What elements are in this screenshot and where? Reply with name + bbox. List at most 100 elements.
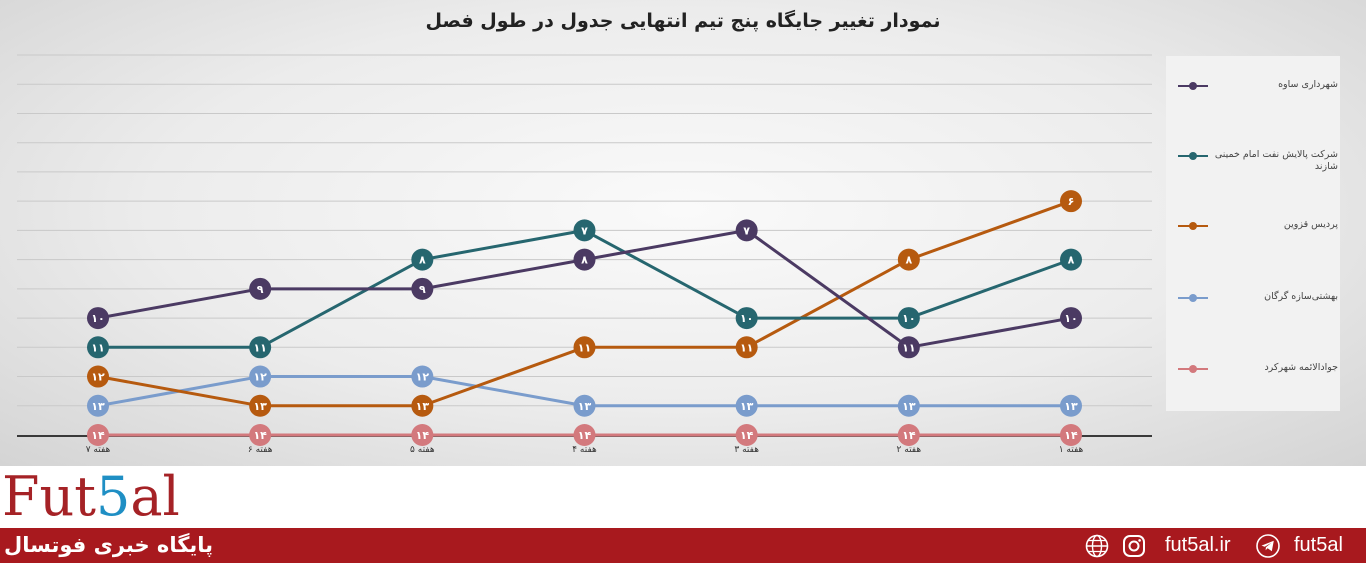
data-label: ۱۳ [1064, 400, 1078, 413]
data-label: ۸ [581, 254, 588, 267]
legend-swatch [1178, 365, 1208, 373]
legend-label: پردیس قزوین [1283, 219, 1338, 230]
data-point [249, 277, 272, 300]
data-point [249, 424, 272, 446]
data-point [249, 365, 272, 388]
legend-swatch [1178, 294, 1208, 302]
x-tick-label: هفته ۴ [572, 445, 597, 455]
data-label: ۱۳ [253, 400, 267, 413]
data-label: ۱۳ [91, 400, 105, 413]
telegram-handle[interactable]: fut5al [1294, 534, 1343, 556]
data-point [411, 424, 434, 446]
data-label: ۱۴ [1064, 429, 1078, 442]
legend-swatch [1178, 82, 1208, 90]
data-point [1060, 190, 1082, 213]
x-tick-label: هفته ۶ [248, 445, 273, 455]
globe-icon[interactable] [1085, 534, 1109, 558]
legend-swatch [1178, 222, 1208, 230]
data-point [249, 394, 272, 417]
data-label: ۱۴ [253, 429, 267, 442]
x-tick-label: هفته ۳ [734, 445, 759, 455]
data-point [573, 424, 596, 446]
data-label: ۱۲ [253, 371, 267, 384]
chart-legend: شهرداری ساوه شرکت پالایش نفت امام خمینی ش… [1166, 56, 1340, 411]
data-label: ۷ [581, 224, 588, 237]
data-label: ۱۰ [902, 312, 915, 325]
data-label: ۱۲ [91, 371, 105, 384]
telegram-icon[interactable] [1256, 534, 1280, 558]
data-label: ۱۴ [416, 429, 430, 442]
data-label: ۱۱ [253, 341, 266, 354]
line-chart: هفته ۷ هفته ۶ هفته ۵ هفته ۴ هفته ۳ هفته ۲ هفته… [17, 54, 1152, 455]
data-label: ۱۱ [902, 341, 915, 354]
data-label: ۱۱ [578, 341, 591, 354]
legend-swatch [1178, 152, 1208, 160]
legend-label: شهرداری ساوه [1278, 79, 1338, 90]
website-link[interactable]: fut5al.ir [1165, 534, 1231, 556]
data-point [87, 336, 109, 359]
data-label: ۱۴ [902, 429, 916, 442]
data-point [87, 365, 109, 388]
data-label: ۱۱ [740, 341, 753, 354]
legend-item: شرکت پالایش نفت امام خمینی شازند [1178, 149, 1338, 189]
data-label: ۱۱ [91, 341, 104, 354]
data-point [573, 336, 596, 359]
data-label: ۸ [1068, 254, 1075, 267]
data-label: ۱۰ [91, 312, 104, 325]
x-tick-label: هفته ۱ [1059, 445, 1084, 455]
data-label: ۱۰ [740, 312, 753, 325]
data-point [249, 336, 272, 359]
legend-label: بهشتی‌سازه گرگان [1264, 291, 1338, 302]
data-point [411, 277, 434, 300]
data-point [573, 219, 596, 242]
instagram-icon[interactable] [1122, 534, 1146, 558]
legend-item: بهشتی‌سازه گرگان [1178, 291, 1338, 331]
data-point [897, 307, 920, 330]
chart-title: نمودار تغییر جایگاه پنج تیم انتهایی جدول… [425, 10, 941, 32]
data-point [897, 394, 920, 417]
legend-label: شرکت پالایش نفت امام خمینی شازند [1214, 149, 1338, 172]
data-label: ۱۳ [740, 400, 754, 413]
x-tick-label: هفته ۲ [897, 445, 922, 455]
data-point [897, 336, 920, 359]
data-point [573, 248, 596, 271]
data-point [87, 394, 109, 417]
data-point [1060, 424, 1082, 446]
data-label: ۱۳ [416, 400, 430, 413]
data-label: ۱۲ [416, 371, 430, 384]
data-point [897, 248, 920, 271]
data-point [897, 424, 920, 446]
data-point [411, 394, 434, 417]
chart-area: نمودار تغییر جایگاه پنج تیم انتهایی جدول… [0, 0, 1366, 466]
x-tick-label: هفته ۷ [86, 445, 111, 455]
legend-item: پردیس قزوین [1178, 219, 1338, 259]
data-point [411, 365, 434, 388]
data-label: ۷ [743, 224, 750, 237]
x-tick-label: هفته ۵ [410, 445, 435, 455]
data-label: ۹ [419, 283, 426, 296]
data-point [87, 307, 109, 330]
site-tagline: پایگاه خبری فوتسال [4, 533, 214, 557]
legend-label: جوادالائمه شهرکرد [1264, 362, 1338, 373]
data-label: ۹ [257, 283, 264, 296]
data-label: ۱۳ [902, 400, 916, 413]
data-label: ۱۴ [578, 429, 592, 442]
data-point [735, 219, 758, 242]
data-label: ۸ [419, 254, 426, 267]
footer-bar: پایگاه خبری فوتسال fut5al.ir fut5al [0, 528, 1366, 563]
fut5al-logo: Fut5al [2, 465, 180, 528]
data-point [1060, 394, 1082, 417]
data-point [1060, 307, 1082, 330]
data-point [1060, 248, 1082, 271]
data-label: ۱۴ [740, 429, 754, 442]
data-point [735, 307, 758, 330]
data-point [87, 424, 109, 446]
data-point [735, 424, 758, 446]
data-point [411, 248, 434, 271]
data-label: ۱۴ [91, 429, 105, 442]
data-point [735, 336, 758, 359]
data-point [573, 394, 596, 417]
legend-item: شهرداری ساوه [1178, 79, 1338, 119]
data-label: ۱۰ [1064, 312, 1077, 325]
data-label: ۶ [1068, 195, 1075, 208]
